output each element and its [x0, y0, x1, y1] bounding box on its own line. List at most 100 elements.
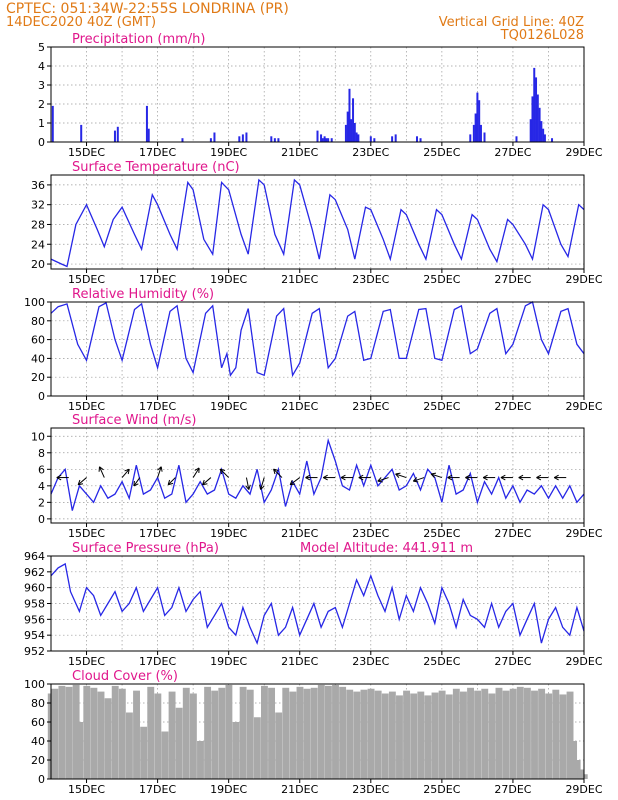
wind-vector-shaft	[377, 477, 389, 482]
precip-bar	[213, 132, 216, 142]
panel-frame	[50, 683, 585, 780]
wind-vector-head	[305, 474, 311, 479]
wind-vector	[482, 474, 496, 481]
x-tick-label: 29DEC	[565, 400, 602, 413]
precip-bar	[369, 136, 372, 142]
run-time: 14DEC2020 40Z (GMT)	[6, 15, 156, 30]
cloud-bar	[253, 717, 261, 779]
x-tick-label: 21DEC	[281, 273, 318, 286]
wind-vector	[98, 466, 105, 478]
precip-bar	[357, 134, 360, 142]
panel-frame	[50, 301, 585, 397]
precip-bar	[352, 98, 355, 142]
wind-vector-shaft	[273, 468, 283, 478]
x-tick-label: 25DEC	[423, 655, 460, 668]
x-tick-label: 23DEC	[352, 655, 389, 668]
x-tick-label: 27DEC	[494, 273, 531, 286]
wind-vector-shaft	[430, 473, 443, 479]
precip-bar	[394, 134, 397, 142]
y-tick-label: 100	[24, 296, 45, 309]
cloud-bar	[431, 692, 439, 779]
precip-bar	[415, 136, 418, 142]
precip-bar	[181, 138, 184, 142]
wind-vector-head	[395, 472, 401, 475]
cloud-bar	[516, 686, 524, 779]
wind-vector-head	[133, 480, 135, 487]
y-tick-label: 60	[31, 716, 45, 729]
cloud-bar	[353, 691, 361, 779]
x-tick-label: 27DEC	[494, 783, 531, 796]
precip-bar	[540, 121, 543, 142]
cloud-bar	[481, 688, 489, 779]
wind-vector-head	[395, 473, 400, 478]
cloud-bar	[161, 731, 169, 779]
cloud-bar	[239, 686, 247, 779]
wind-vector-head	[340, 474, 346, 479]
wind-vector	[167, 477, 176, 486]
wind-vector-head	[413, 480, 419, 483]
x-tick-label: 25DEC	[423, 783, 460, 796]
x-tick-label: 23DEC	[352, 400, 389, 413]
cloud-bar	[211, 690, 219, 779]
precip-bar	[355, 132, 358, 142]
precip-bar	[479, 124, 482, 142]
cloud-bar	[133, 690, 140, 779]
wind-vector	[553, 474, 567, 481]
cloud-bar	[566, 691, 574, 779]
cloud-bar	[452, 688, 460, 779]
wind-vector-head	[260, 485, 265, 490]
x-tick-label: 15DEC	[68, 400, 105, 413]
cloud-bar	[396, 695, 403, 779]
wind-vector	[202, 477, 212, 486]
precip-bar	[330, 138, 333, 142]
x-tick-label: 15DEC	[68, 146, 105, 159]
precip-bar	[536, 94, 539, 142]
wind-vector-head	[447, 477, 453, 481]
wind-vector	[430, 472, 443, 479]
wind-vector-head	[536, 474, 542, 479]
wind-vector-head	[482, 477, 488, 481]
x-tick-label: 29DEC	[565, 146, 602, 159]
wind-vector-shaft	[202, 477, 212, 486]
cloud-bar	[495, 687, 503, 779]
precip-bar	[474, 113, 477, 142]
cloud-bar	[403, 690, 411, 779]
x-tick-label: 19DEC	[210, 783, 247, 796]
cloud-bar	[303, 688, 311, 779]
precip-bar	[238, 136, 241, 142]
x-tick-label: 21DEC	[281, 400, 318, 413]
cloud-bar	[175, 707, 183, 779]
cloud-bar	[118, 688, 126, 779]
wind-vector	[395, 472, 407, 479]
precip-bar	[323, 136, 326, 142]
y-tick-label: 36	[31, 179, 45, 192]
cloud-bar	[232, 722, 240, 779]
cloud-bar	[374, 690, 382, 779]
wind-vector-head	[219, 469, 223, 475]
wind-vector-head	[202, 479, 205, 485]
panel-title: Relative Humidity (%)	[72, 287, 214, 302]
rh-line	[50, 301, 585, 378]
wind-vector-head	[447, 474, 453, 479]
precip-bar	[543, 134, 546, 142]
y-tick-label: 24	[31, 238, 45, 251]
panel-cloud: 0 20 40 60 80 100 15DEC 17DEC 19DEC 21DEC 23DEC 25D…	[24, 669, 603, 796]
wind-vector-head	[77, 479, 81, 485]
cloud-bar	[76, 722, 84, 779]
cloud-bar	[523, 687, 531, 779]
cloud-bar	[445, 694, 453, 779]
wind-vector	[289, 477, 301, 486]
cloud-bar	[552, 689, 560, 779]
wind-vector-shaft	[133, 477, 141, 487]
y-tick-label: 20	[31, 258, 45, 271]
precip-bar	[353, 123, 356, 142]
wind-vector-head	[202, 483, 208, 486]
cloud-bar	[467, 687, 474, 779]
y-tick-label: 960	[24, 582, 45, 595]
cloud-bar	[438, 690, 446, 779]
wind-vector	[56, 474, 69, 481]
x-tick-label: 27DEC	[494, 400, 531, 413]
panel-precip: 0 1 2 3 4 5 15DEC 17DEC 19DEC 21DEC 23DEC 25DEC 27DE…	[38, 32, 603, 159]
wind-vector	[77, 477, 87, 486]
x-tick-label: 25DEC	[423, 527, 460, 540]
